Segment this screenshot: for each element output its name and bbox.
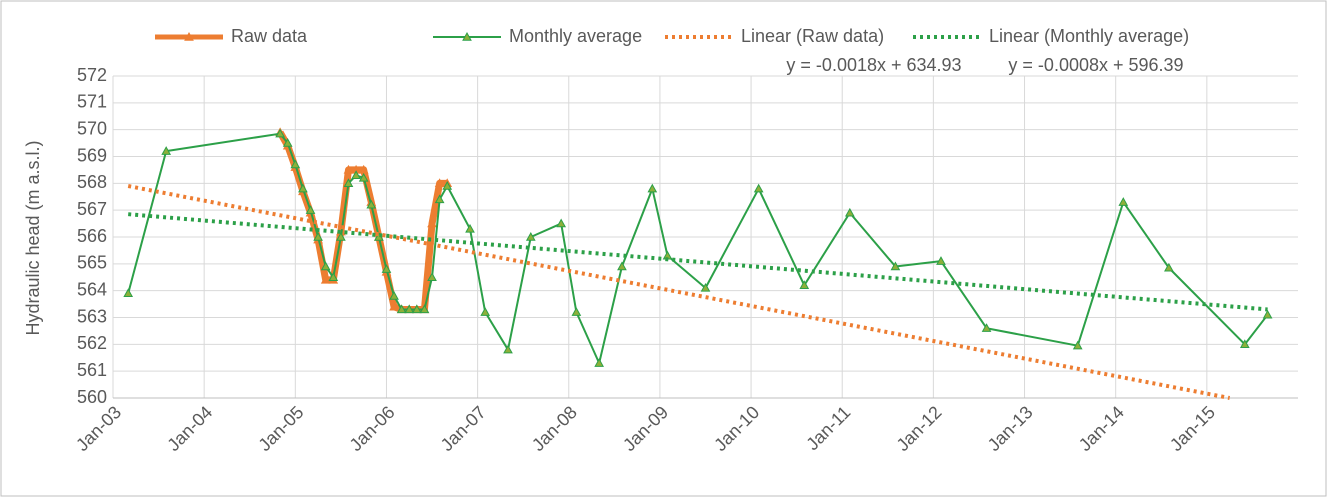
marker — [434, 194, 445, 204]
y-tick-label: 562 — [77, 333, 107, 353]
marker — [343, 178, 354, 188]
legend-marker — [184, 31, 194, 41]
legend-marker — [462, 31, 472, 41]
y-tick-label: 560 — [77, 387, 107, 407]
marker — [427, 218, 437, 228]
y-axis-label: Hydraulic head (m a.s.l.) — [23, 140, 43, 335]
marker — [275, 128, 285, 138]
y-tick-label: 565 — [77, 253, 107, 273]
marker — [571, 307, 582, 316]
marker — [594, 358, 605, 367]
marker — [427, 272, 437, 281]
marker — [389, 291, 399, 300]
marker — [290, 159, 301, 169]
marker — [298, 183, 308, 193]
marker — [328, 272, 339, 281]
marker — [465, 223, 475, 233]
trend-line — [127, 184, 1231, 400]
marker — [890, 261, 901, 271]
marker — [1164, 262, 1174, 272]
marker — [1239, 339, 1250, 349]
legend-label: Monthly average — [509, 26, 642, 46]
marker — [525, 231, 536, 241]
marker — [799, 280, 810, 289]
y-tick-label: 570 — [77, 118, 107, 138]
marker — [366, 199, 377, 209]
trend-line — [128, 212, 1268, 312]
marker — [358, 172, 369, 182]
marker — [336, 231, 346, 241]
marker — [320, 261, 331, 271]
marker — [404, 304, 415, 314]
legend-label: Linear (Monthly average) — [989, 26, 1189, 46]
marker — [844, 207, 855, 217]
marker — [480, 307, 491, 316]
marker — [647, 183, 658, 193]
marker — [936, 256, 946, 265]
y-tick-label: 564 — [77, 279, 107, 299]
marker — [1072, 340, 1083, 350]
marker — [981, 323, 992, 332]
marker — [753, 183, 764, 193]
marker — [411, 304, 422, 314]
marker — [503, 344, 513, 354]
marker — [351, 170, 361, 179]
y-tick-label: 561 — [77, 360, 107, 380]
legend-label: Linear (Raw data) — [741, 26, 884, 46]
marker — [1262, 309, 1273, 319]
marker — [161, 146, 172, 155]
marker — [1118, 197, 1129, 206]
marker — [282, 138, 293, 147]
marker — [313, 231, 323, 241]
marker — [556, 218, 567, 228]
marker — [396, 304, 407, 314]
annotation: y = -0.0008x + 596.39 — [1008, 55, 1183, 75]
y-tick-label: 571 — [77, 92, 107, 112]
y-tick-label: 569 — [77, 145, 107, 165]
y-tick-label: 566 — [77, 226, 107, 246]
y-tick-label: 567 — [77, 199, 107, 219]
marker — [343, 164, 354, 174]
marker — [419, 304, 430, 314]
marker — [434, 178, 445, 188]
marker — [442, 180, 453, 190]
y-tick-label: 563 — [77, 306, 107, 326]
y-tick-label: 572 — [77, 65, 107, 85]
marker — [700, 282, 711, 292]
marker — [617, 261, 627, 271]
y-tick-label: 568 — [77, 172, 107, 192]
marker — [320, 274, 331, 284]
annotation: y = -0.0018x + 634.93 — [786, 55, 961, 75]
legend-label: Raw data — [231, 26, 308, 46]
marker — [123, 288, 134, 298]
marker — [389, 301, 399, 311]
marker — [381, 264, 392, 273]
marker — [305, 205, 316, 214]
